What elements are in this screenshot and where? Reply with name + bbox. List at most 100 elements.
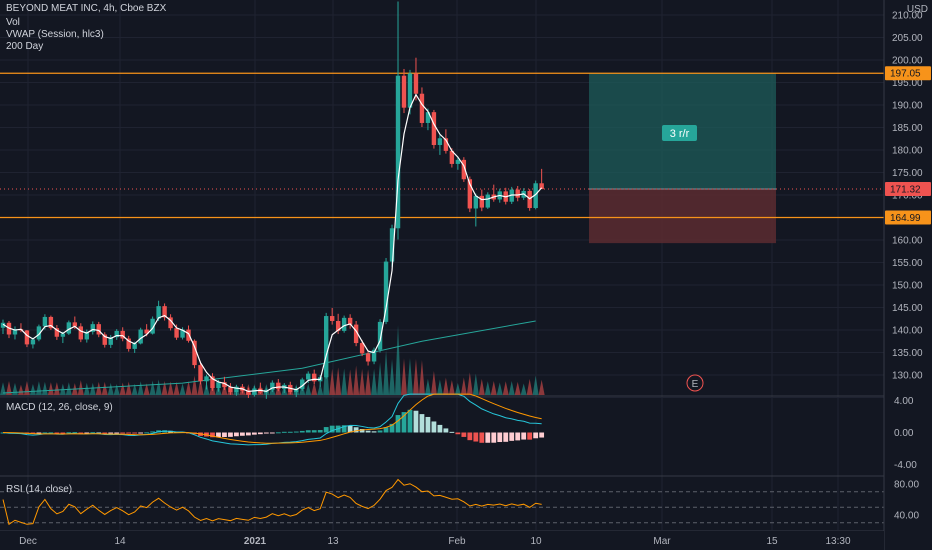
volume-bar (131, 383, 138, 395)
macd-histogram-bar (311, 430, 317, 433)
volume-bar (317, 383, 324, 395)
rsi-pane-label: RSI (14, close) (6, 484, 73, 495)
macd-histogram-bar (371, 431, 377, 433)
macd-pane-label: MACD (12, 26, close, 9) (6, 402, 113, 413)
macd-tick-label: 4.00 (894, 396, 914, 407)
macd-histogram-bar (287, 431, 293, 433)
volume-bar (47, 382, 54, 395)
price-tick-label: 205.00 (892, 33, 923, 44)
macd-histogram-bar (144, 432, 150, 434)
volume-bar (107, 382, 114, 395)
macd-histogram-bar (263, 432, 269, 434)
candle-body (234, 386, 239, 393)
candle-body (515, 189, 520, 198)
candle-body (467, 179, 473, 209)
volume-bar (400, 358, 407, 395)
volume-bar (532, 375, 539, 395)
level-price-tag (885, 210, 931, 225)
macd-histogram-bar (521, 432, 527, 440)
volume-bar (119, 382, 126, 395)
candle-body (539, 183, 544, 190)
volume-bar (143, 383, 150, 395)
macd-histogram-bar (353, 427, 359, 433)
volume-bar (406, 358, 413, 395)
volume-bar (347, 369, 354, 395)
macd-histogram-bar (72, 432, 78, 434)
macd-histogram-bar (228, 432, 233, 437)
candle-body (108, 337, 113, 345)
candle-body (461, 159, 467, 180)
volume-bar (191, 375, 198, 395)
level-price-tag-text: 197.05 (890, 69, 921, 80)
rsi-tick-label: 80.00 (894, 480, 919, 491)
vwap-line (2, 93, 543, 393)
candle-body (84, 331, 89, 340)
candle-body (36, 326, 42, 340)
macd-histogram-bar (257, 432, 263, 435)
volume-bar (101, 381, 108, 395)
candle-body (437, 138, 443, 146)
time-tick-label: 15 (766, 536, 778, 547)
volume-bar (185, 381, 192, 395)
candle-body (431, 112, 437, 146)
candle-body (353, 324, 359, 344)
candles (0, 1, 544, 399)
time-tick-label: 2021 (244, 536, 267, 547)
volume-bar (538, 379, 545, 395)
volume-bar (436, 379, 443, 395)
candle-body (371, 349, 377, 362)
candle-body (30, 339, 36, 345)
time-tick-label: 14 (114, 536, 126, 547)
candle-body (210, 376, 215, 389)
volume-bar (95, 381, 102, 395)
macd-histogram-bar (275, 432, 281, 434)
macd-histogram-bar (359, 428, 365, 433)
volume-bar (155, 379, 162, 395)
candle-body (126, 338, 131, 349)
macd-histogram-bar (96, 432, 102, 434)
candle-body (66, 322, 72, 334)
volume-bar (17, 384, 24, 395)
candle-body (425, 112, 431, 123)
volume-bar (371, 368, 378, 395)
price-tick-label: 195.00 (892, 78, 923, 89)
time-tick-label: Feb (448, 536, 466, 547)
candle-body (204, 376, 209, 382)
time-tick-label: 13 (327, 536, 339, 547)
macd-histogram-bar (138, 432, 144, 434)
candle-body (60, 333, 66, 337)
time-axis[interactable]: Dec 14 2021 13 Feb 10 Mar 15 13:30 (0, 531, 884, 550)
candle-body (78, 326, 84, 340)
candle-body (527, 190, 532, 209)
macd-histogram-bar (317, 430, 323, 433)
horizontal-lines[interactable] (0, 72, 884, 219)
macd-histogram-bar (431, 421, 437, 433)
volume-bar (508, 381, 515, 395)
position-tool[interactable] (589, 73, 776, 244)
volume-bar (418, 360, 425, 395)
price-tick-label: 210.00 (892, 10, 923, 21)
macd-histogram-bar (497, 432, 503, 443)
macd-pane (0, 393, 545, 446)
macd-histogram-bar (269, 432, 275, 434)
macd-histogram-bar (455, 432, 461, 435)
ma200-line (2, 320, 536, 394)
candle-body (162, 306, 167, 318)
macd-histogram-bar (425, 416, 431, 433)
volume-bar (365, 369, 372, 395)
candle-body (270, 382, 275, 390)
time-tick-label: Dec (19, 536, 37, 547)
candle-body (329, 316, 335, 321)
candle-body (246, 390, 251, 395)
volume-bar (11, 382, 18, 395)
candle-body (306, 373, 311, 380)
volume-bar (442, 377, 449, 395)
volume-bar (329, 368, 336, 395)
volume-bar (305, 383, 312, 395)
rr-label: 3 r/r (662, 125, 697, 141)
volume-bar (424, 378, 431, 395)
price-tick-label: 155.00 (892, 258, 923, 269)
candle-body (138, 329, 143, 344)
